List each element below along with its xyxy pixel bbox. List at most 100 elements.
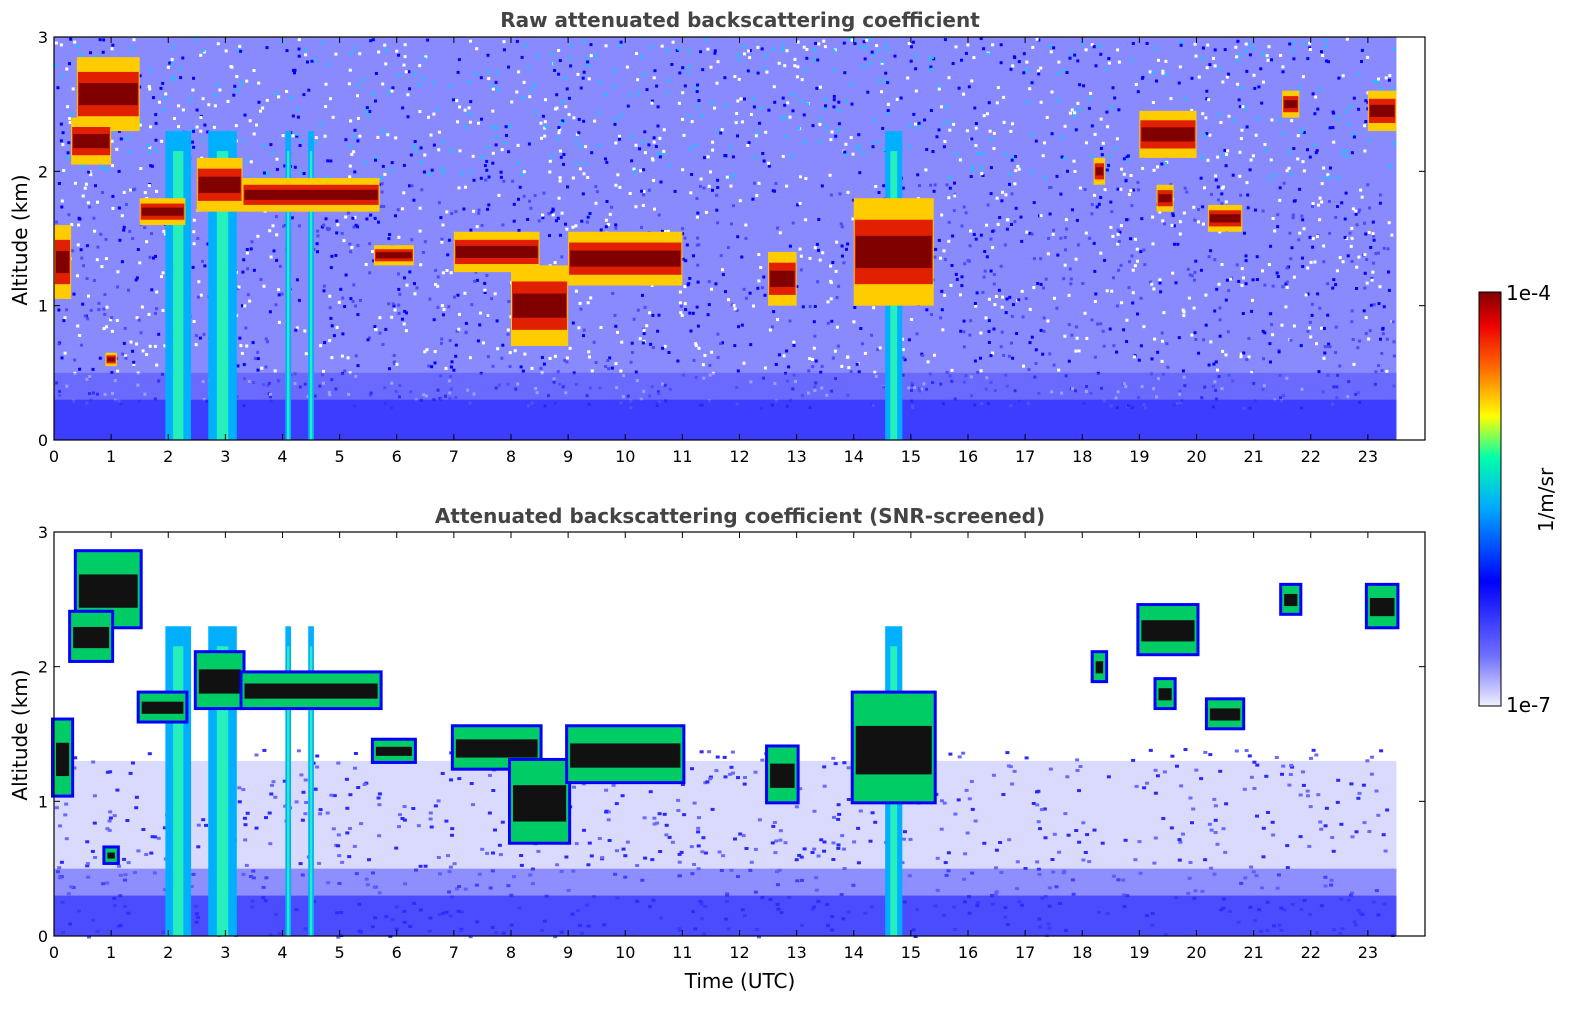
- noise-speckle-cell: [962, 92, 966, 96]
- noise-speckle-cell: [1244, 282, 1248, 286]
- noise-speckle-cell: [953, 194, 957, 198]
- noise-speckle-cell: [574, 289, 578, 293]
- noise-speckle-cell: [378, 316, 382, 320]
- noise-speckle-cell: [943, 293, 947, 297]
- noise-speckle-cell: [1311, 202, 1315, 205]
- noise-speckle-cell: [1374, 252, 1378, 256]
- noise-speckle-cell: [1152, 287, 1156, 291]
- noise-speckle-cell: [1039, 257, 1043, 261]
- noise-speckle-cell: [939, 316, 943, 320]
- noise-speckle-cell: [272, 249, 276, 253]
- noise-speckle-cell: [1317, 370, 1321, 374]
- noise-speckle-cell: [325, 175, 329, 179]
- noise-speckle-cell: [1392, 47, 1396, 51]
- noise-speckle-cell: [597, 110, 601, 114]
- noise-speckle-cell: [1101, 329, 1105, 333]
- noise-speckle-cell: [702, 186, 706, 190]
- noise-speckle-cell: [269, 143, 273, 147]
- noise-speckle-cell: [408, 184, 411, 188]
- screened-speckle-cell: [939, 827, 944, 831]
- noise-speckle-cell: [405, 283, 409, 287]
- noise-speckle-cell: [522, 80, 526, 84]
- noise-speckle-cell: [706, 155, 710, 159]
- noise-speckle-cell: [398, 292, 402, 296]
- noise-speckle-cell: [588, 212, 592, 215]
- noise-speckle-cell: [663, 152, 666, 156]
- noise-speckle-cell: [1180, 40, 1184, 44]
- noise-speckle-cell: [882, 184, 886, 188]
- screened-speckle-cell: [112, 814, 117, 818]
- y-tick-label: 2: [38, 658, 48, 677]
- noise-speckle-cell: [1276, 275, 1280, 278]
- noise-speckle-cell: [1296, 134, 1300, 138]
- noise-speckle-cell: [721, 341, 724, 345]
- noise-speckle-cell: [283, 164, 287, 168]
- screened-speckle-cell: [318, 808, 323, 812]
- noise-speckle-cell: [99, 232, 103, 236]
- noise-speckle-cell: [942, 145, 946, 149]
- noise-speckle-cell: [991, 43, 995, 47]
- noise-speckle-cell: [817, 218, 821, 221]
- noise-speckle-cell: [864, 46, 868, 49]
- noise-speckle-cell: [100, 265, 104, 269]
- noise-speckle-cell: [1326, 313, 1330, 317]
- noise-speckle-cell: [255, 123, 258, 127]
- noise-speckle-cell: [1367, 337, 1371, 341]
- screened-speckle-cell: [1175, 764, 1179, 768]
- noise-speckle-cell: [148, 344, 152, 348]
- noise-speckle-cell: [1217, 198, 1220, 202]
- noise-speckle-cell: [1051, 232, 1055, 236]
- screened-speckle-cell: [270, 783, 274, 787]
- noise-speckle-cell: [788, 115, 792, 119]
- noise-speckle-cell: [695, 243, 699, 247]
- noise-speckle-cell: [695, 197, 699, 200]
- screened-speckle-cell: [810, 851, 815, 854]
- noise-speckle-cell: [1392, 340, 1396, 344]
- noise-speckle-cell: [468, 120, 472, 124]
- x-tick-label: 21: [1243, 943, 1263, 962]
- noise-speckle-cell: [757, 253, 761, 256]
- noise-speckle-cell: [548, 356, 552, 360]
- noise-speckle-cell: [1032, 201, 1036, 205]
- screened-speckle-cell: [770, 841, 775, 845]
- noise-speckle-cell: [1145, 42, 1149, 45]
- x-tick-label: 8: [506, 447, 516, 466]
- noise-speckle-cell: [1111, 86, 1115, 90]
- noise-speckle-cell: [84, 182, 88, 186]
- noise-speckle-cell: [1263, 331, 1267, 335]
- noise-speckle-cell: [192, 242, 196, 246]
- screened-speckle-cell: [344, 777, 349, 781]
- noise-speckle-cell: [104, 237, 108, 241]
- noise-speckle-cell: [1378, 201, 1382, 205]
- noise-speckle-cell: [1367, 139, 1371, 142]
- noise-speckle-cell: [1134, 83, 1138, 86]
- noise-speckle-cell: [951, 62, 955, 65]
- noise-speckle-cell: [687, 64, 691, 68]
- noise-speckle-cell: [285, 49, 289, 53]
- noise-speckle-cell: [680, 313, 684, 317]
- screened-speckle-cell: [377, 803, 382, 807]
- noise-speckle-cell: [1256, 116, 1260, 120]
- noise-speckle-cell: [75, 45, 79, 48]
- noise-speckle-cell: [330, 356, 334, 360]
- noise-speckle-cell: [477, 211, 481, 215]
- noise-speckle-cell: [500, 148, 504, 152]
- noise-speckle-cell: [843, 71, 847, 75]
- noise-speckle-cell: [458, 312, 461, 316]
- noise-speckle-cell: [139, 331, 143, 335]
- noise-speckle-cell: [594, 54, 598, 58]
- noise-speckle-cell: [1254, 208, 1257, 212]
- noise-speckle-cell: [873, 370, 877, 374]
- noise-speckle-cell: [503, 48, 506, 52]
- noise-speckle-cell: [486, 314, 490, 318]
- noise-speckle-cell: [1165, 342, 1169, 346]
- noise-speckle-cell: [1083, 311, 1087, 315]
- noise-speckle-cell: [163, 344, 167, 348]
- noise-speckle-cell: [786, 101, 790, 105]
- noise-speckle-cell: [1269, 312, 1273, 316]
- noise-speckle-cell: [1044, 277, 1048, 281]
- noise-speckle-cell: [1208, 63, 1212, 67]
- noise-speckle-cell: [57, 342, 61, 346]
- noise-speckle-cell: [1344, 110, 1348, 114]
- noise-speckle-cell: [123, 326, 127, 330]
